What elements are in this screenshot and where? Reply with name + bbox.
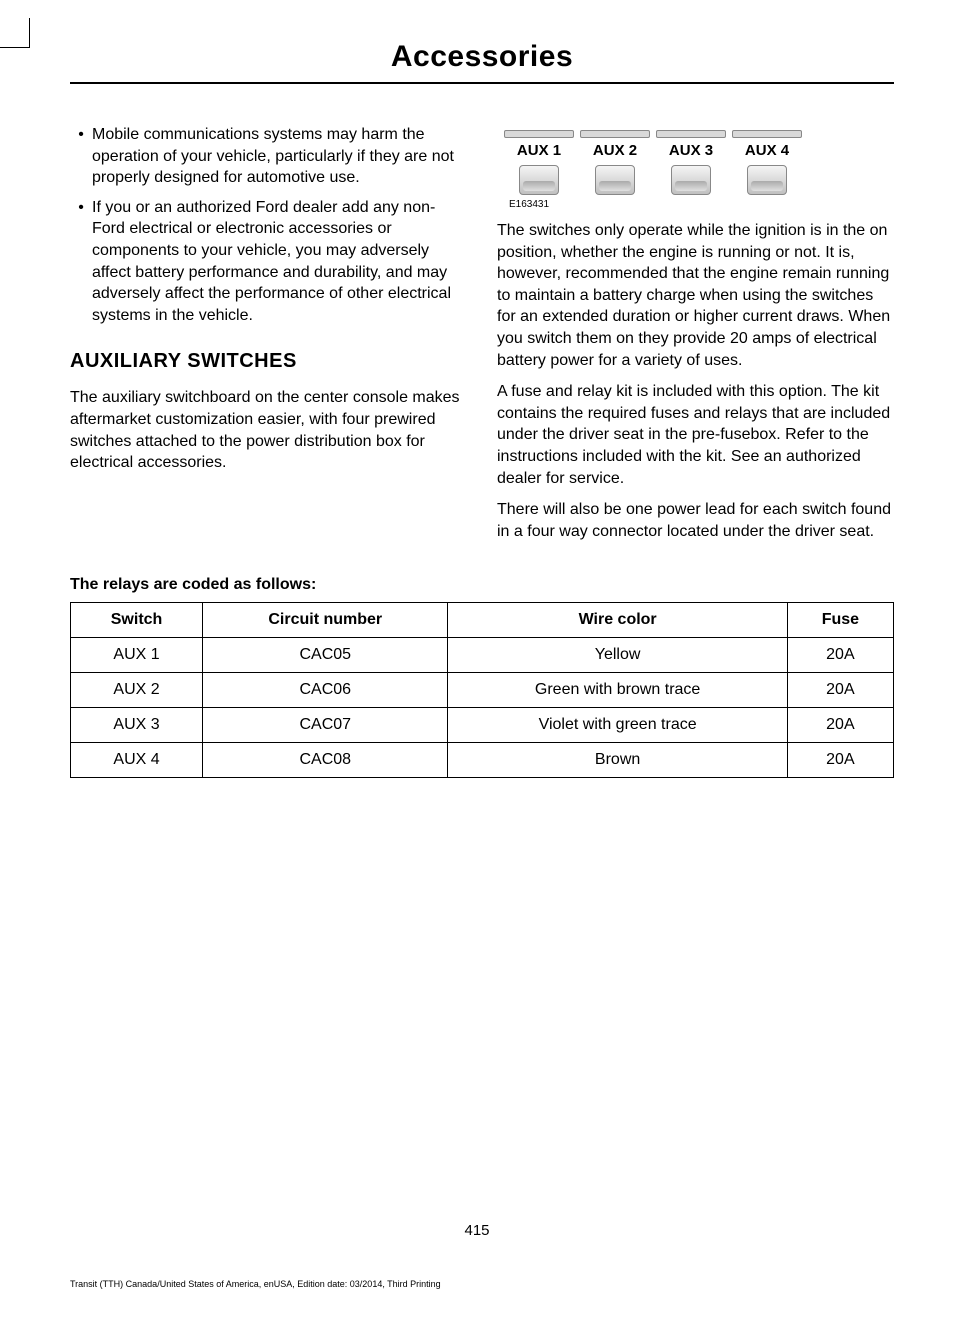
table-cell: AUX 3 — [71, 708, 203, 743]
table-cell: CAC08 — [203, 743, 448, 778]
crop-mark — [0, 18, 30, 48]
rocker-icon — [747, 165, 787, 195]
table-cell: 20A — [787, 708, 893, 743]
col-header: Switch — [71, 603, 203, 638]
table-cell: Yellow — [448, 638, 787, 673]
table-cell: Brown — [448, 743, 787, 778]
col-header: Circuit number — [203, 603, 448, 638]
list-item-text: Mobile communications systems may harm t… — [92, 124, 467, 189]
switch-cap-icon — [732, 130, 802, 138]
table-row: AUX 3 CAC07 Violet with green trace 20A — [71, 708, 894, 743]
title-rule — [70, 82, 894, 84]
list-item: • Mobile communications systems may harm… — [70, 124, 467, 189]
footer-meta: Transit (TTH) Canada/United States of Am… — [70, 1279, 441, 1289]
table-cell: AUX 1 — [71, 638, 203, 673]
col-header: Wire color — [448, 603, 787, 638]
page-number: 415 — [0, 1222, 954, 1239]
switch-unit: AUX 3 — [656, 130, 726, 195]
bullet-icon: • — [70, 197, 92, 327]
table-cell: Green with brown trace — [448, 673, 787, 708]
switch-cap-icon — [656, 130, 726, 138]
aux-switches-heading: AUXILIARY SWITCHES — [70, 350, 467, 373]
figure-id-label: E163431 — [509, 199, 894, 210]
table-cell: 20A — [787, 743, 893, 778]
relay-table: Switch Circuit number Wire color Fuse AU… — [70, 602, 894, 778]
switch-unit: AUX 4 — [732, 130, 802, 195]
switch-label: AUX 1 — [517, 142, 561, 159]
table-cell: 20A — [787, 638, 893, 673]
body-paragraph: There will also be one power lead for ea… — [497, 499, 894, 542]
rocker-icon — [595, 165, 635, 195]
table-cell: CAC07 — [203, 708, 448, 743]
switch-unit: AUX 1 — [504, 130, 574, 195]
list-item: • If you or an authorized Ford dealer ad… — [70, 197, 467, 327]
table-cell: Violet with green trace — [448, 708, 787, 743]
warnings-list: • Mobile communications systems may harm… — [70, 124, 467, 326]
aux-switch-figure: AUX 1 AUX 2 AUX 3 AUX 4 — [501, 130, 894, 195]
body-paragraph: The switches only operate while the igni… — [497, 220, 894, 371]
switch-unit: AUX 2 — [580, 130, 650, 195]
table-cell: CAC05 — [203, 638, 448, 673]
two-column-layout: • Mobile communications systems may harm… — [70, 124, 894, 552]
body-paragraph: A fuse and relay kit is included with th… — [497, 381, 894, 489]
table-cell: 20A — [787, 673, 893, 708]
col-header: Fuse — [787, 603, 893, 638]
switch-label: AUX 3 — [669, 142, 713, 159]
right-column: AUX 1 AUX 2 AUX 3 AUX 4 E163431 The swit… — [497, 124, 894, 552]
table-row: AUX 4 CAC08 Brown 20A — [71, 743, 894, 778]
table-row: AUX 1 CAC05 Yellow 20A — [71, 638, 894, 673]
rocker-icon — [519, 165, 559, 195]
table-header-row: Switch Circuit number Wire color Fuse — [71, 603, 894, 638]
switch-label: AUX 4 — [745, 142, 789, 159]
table-cell: AUX 4 — [71, 743, 203, 778]
left-column: • Mobile communications systems may harm… — [70, 124, 467, 552]
table-row: AUX 2 CAC06 Green with brown trace 20A — [71, 673, 894, 708]
switch-cap-icon — [580, 130, 650, 138]
table-cell: CAC06 — [203, 673, 448, 708]
rocker-icon — [671, 165, 711, 195]
bullet-icon: • — [70, 124, 92, 189]
page-title: Accessories — [70, 40, 894, 74]
switch-cap-icon — [504, 130, 574, 138]
relay-table-heading: The relays are coded as follows: — [70, 576, 894, 594]
list-item-text: If you or an authorized Ford dealer add … — [92, 197, 467, 327]
aux-intro-paragraph: The auxiliary switchboard on the center … — [70, 387, 467, 473]
table-cell: AUX 2 — [71, 673, 203, 708]
switch-label: AUX 2 — [593, 142, 637, 159]
